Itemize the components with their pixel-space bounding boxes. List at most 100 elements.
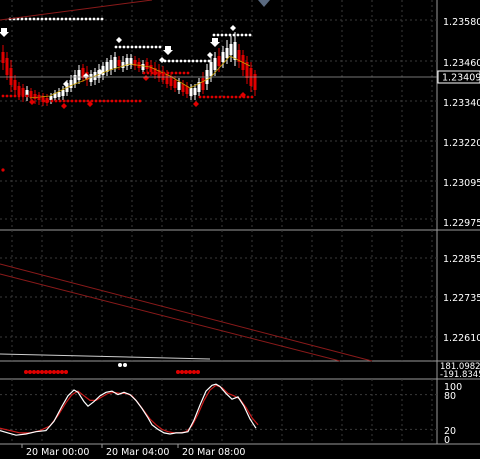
price-scale-label: 1.23580 — [443, 17, 480, 28]
signal-dot — [122, 99, 126, 103]
trend-channel-line — [0, 263, 373, 362]
signal-dot — [216, 33, 220, 37]
signal-dot — [183, 59, 187, 63]
signal-dot — [170, 71, 174, 75]
price-panel[interactable]: 1.23409 1.23580 1.23460 1.23340 1.23220 … — [0, 0, 480, 229]
diamond-signal — [83, 73, 89, 79]
bullish-candle — [49, 96, 53, 100]
signal-dot — [74, 99, 78, 103]
bearish-candle — [153, 68, 157, 75]
signal-dot — [214, 95, 218, 99]
stochastic-level-80: 80 — [444, 391, 456, 402]
stochastic-level-100: 100 — [444, 382, 462, 393]
signal-dot — [66, 99, 70, 103]
stochastic-oscillator-panel[interactable]: 100 80 20 0 — [0, 382, 462, 446]
signal-dot — [250, 95, 254, 99]
bullish-candle — [73, 75, 77, 84]
signal-dot — [102, 99, 106, 103]
signal-dot — [167, 59, 171, 63]
bearish-candle — [145, 62, 149, 69]
signal-dot — [240, 33, 244, 37]
trend-lines-panel[interactable]: 1.22855 1.22735 1.22610 — [0, 254, 480, 362]
signal-dot — [13, 94, 17, 98]
signal-dot — [178, 71, 182, 75]
bullish-candle — [69, 80, 73, 88]
signal-dot — [5, 94, 9, 98]
signal-dot — [134, 99, 138, 103]
signal-dot — [16, 17, 20, 21]
bearish-candle — [173, 80, 177, 88]
diamond-signal — [87, 101, 93, 107]
price-scale-label: 1.22975 — [443, 218, 480, 229]
signal-dot — [114, 45, 118, 49]
bearish-candle — [161, 72, 165, 80]
signal-dot — [202, 95, 206, 99]
bearish-candle — [41, 96, 45, 102]
bearish-candle — [29, 91, 33, 98]
bearish-candle — [5, 58, 9, 75]
histogram-red-dot — [60, 370, 64, 374]
time-axis-label: 20 Mar 08:00 — [182, 447, 245, 458]
signal-dot — [175, 59, 179, 63]
bullish-candle — [65, 85, 69, 92]
signal-dot — [46, 99, 50, 103]
time-axis: 20 Mar 00:00 20 Mar 04:00 20 Mar 08:00 — [21, 444, 245, 458]
signal-dot — [100, 17, 104, 21]
bullish-candle — [61, 90, 65, 96]
bearish-candle — [245, 62, 249, 78]
signal-arrows — [0, 25, 246, 109]
down-arrow-signal — [163, 46, 173, 55]
signal-dot — [33, 94, 37, 98]
bullish-candle — [197, 82, 201, 92]
signal-dot — [20, 17, 24, 21]
histogram-red-dot — [188, 370, 192, 374]
bullish-candle — [213, 58, 217, 70]
diamond-signal — [97, 69, 103, 75]
histogram-red-dot — [176, 370, 180, 374]
signal-dot — [118, 45, 122, 49]
signal-dot — [220, 33, 224, 37]
signal-dot — [232, 33, 236, 37]
histogram-red-dot — [44, 370, 48, 374]
signal-dot — [114, 99, 118, 103]
signal-dot — [199, 59, 203, 63]
price-scale-label: 1.23220 — [443, 138, 480, 149]
signal-dot — [150, 45, 154, 49]
signal-dot — [52, 17, 56, 21]
signal-dot — [17, 94, 21, 98]
current-price-triangle-marker — [258, 0, 270, 7]
signal-dot — [146, 45, 150, 49]
signal-dot — [130, 99, 134, 103]
signal-dot — [80, 17, 84, 21]
histogram-red-dot — [180, 370, 184, 374]
signal-dot — [126, 99, 130, 103]
trend-channel-line — [0, 273, 341, 362]
diamond-signal — [193, 101, 199, 107]
signal-dot — [142, 45, 146, 49]
signal-dot — [21, 94, 25, 98]
diamond-signal — [240, 92, 246, 98]
signal-dot — [191, 59, 195, 63]
trend-channel-lines — [0, 263, 373, 362]
signal-dot — [134, 45, 138, 49]
signal-dot — [40, 17, 44, 21]
signal-dot — [70, 99, 74, 103]
signal-dot — [9, 94, 13, 98]
bullish-candle — [105, 62, 109, 72]
signal-dot — [50, 99, 54, 103]
signal-dot — [76, 17, 80, 21]
bearish-candle — [21, 88, 25, 96]
top-trend-line — [0, 0, 153, 21]
signal-dot — [68, 17, 72, 21]
bearish-candle — [1, 52, 5, 63]
histogram-indicator-panel[interactable]: 181.0982 -191.8345 — [24, 362, 480, 380]
signal-dot — [88, 17, 92, 21]
signal-dot — [58, 99, 62, 103]
signal-dot — [218, 95, 222, 99]
histogram-red-dot — [192, 370, 196, 374]
stochastic-level-0: 0 — [444, 435, 450, 446]
bearish-candle — [165, 74, 169, 84]
bearish-candle — [253, 74, 257, 90]
